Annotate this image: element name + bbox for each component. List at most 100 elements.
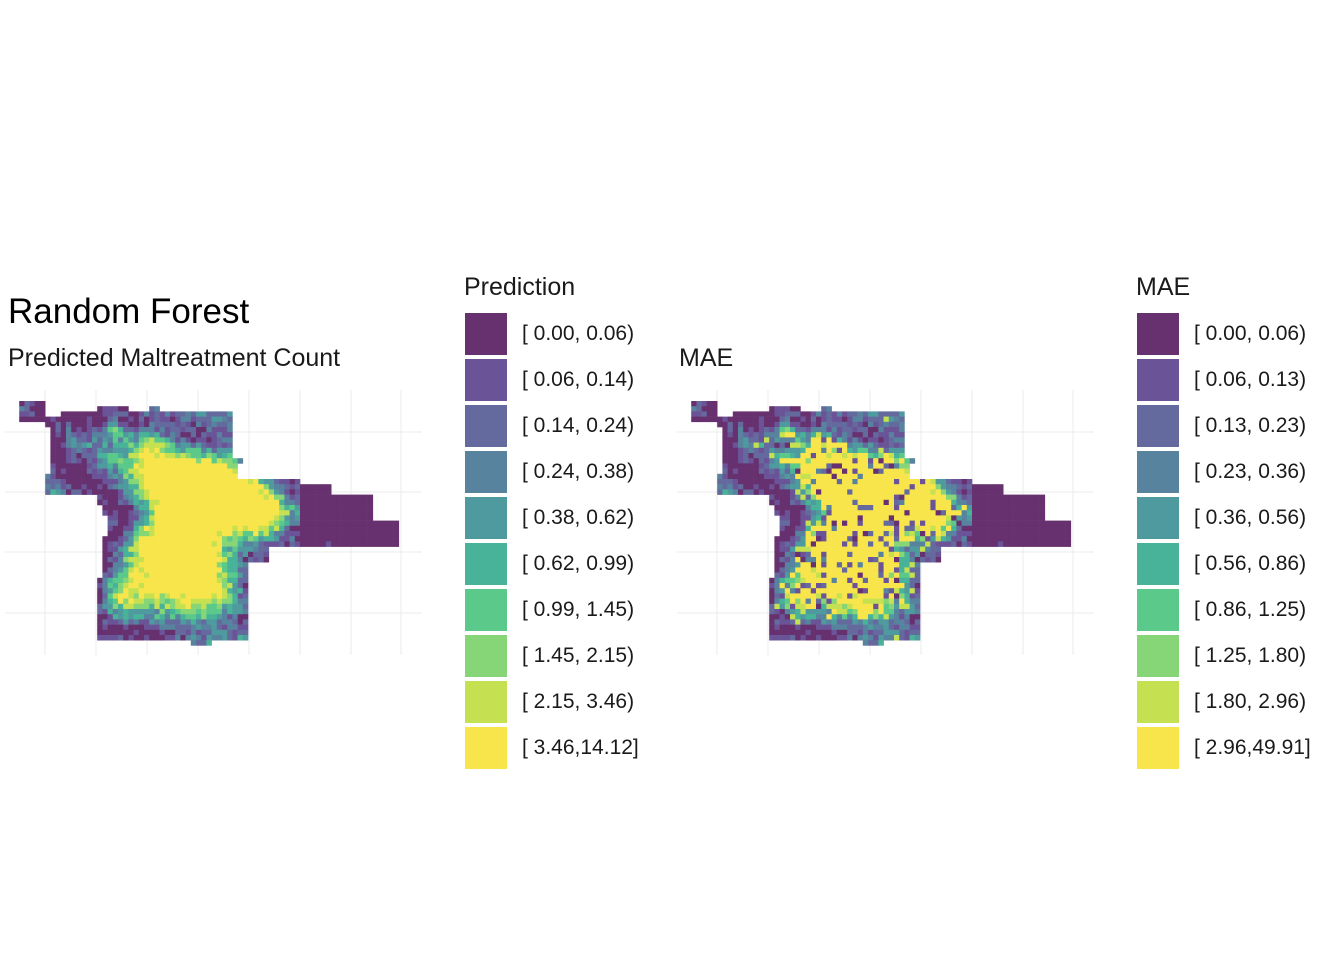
prediction-map-cell <box>123 583 129 589</box>
mae-map-cell <box>831 458 838 464</box>
mae-map-cell <box>779 520 786 527</box>
prediction-map-cell <box>102 416 108 423</box>
prediction-map-cell <box>97 406 103 412</box>
mae-map-cell <box>805 557 812 563</box>
mae-map-cell <box>769 411 775 417</box>
mae-map-cell <box>810 473 817 480</box>
mae-map-cell <box>743 489 749 495</box>
prediction-map-cell <box>81 416 88 423</box>
prediction-map-cell <box>222 536 228 542</box>
mae-map-cell <box>873 557 879 563</box>
mae-map-cell <box>987 499 994 506</box>
mae-map-cell <box>748 473 754 480</box>
mae-map-cell <box>779 629 786 636</box>
prediction-map-cell <box>144 567 150 573</box>
prediction-map-cell <box>201 479 207 485</box>
mae-map-cell <box>899 421 905 428</box>
prediction-map-cell <box>175 619 181 625</box>
prediction-map-cell <box>336 520 342 527</box>
mae-map-cell <box>847 619 853 625</box>
prediction-map-cell <box>97 635 103 641</box>
prediction-map-cell <box>367 510 374 516</box>
mae-map-cell <box>779 458 786 464</box>
mae-map-cell <box>842 458 848 464</box>
mae-map-cell <box>904 609 910 615</box>
mae-map-cell <box>956 494 962 501</box>
mae-map-cell <box>800 593 806 599</box>
prediction-map-cell <box>211 583 218 589</box>
prediction-map-cell <box>92 473 98 480</box>
mae-map-cell <box>852 416 858 423</box>
mae-map-cell <box>816 432 822 438</box>
mae-map-cell <box>914 583 921 589</box>
prediction-map-cell <box>310 531 316 537</box>
mae-map-cell <box>1050 536 1056 542</box>
mae-map-cell <box>873 458 879 464</box>
prediction-map-cell <box>222 577 228 584</box>
prediction-map-cell <box>185 453 192 459</box>
prediction-map-cell <box>149 494 155 501</box>
prediction-map-cell <box>45 416 51 423</box>
mae-map-cell <box>883 593 890 599</box>
mae-map-cell <box>790 505 796 511</box>
mae-map-cell <box>722 432 728 438</box>
prediction-map-cell <box>201 411 207 417</box>
prediction-map-cell <box>258 541 264 547</box>
mae-map-cell <box>800 479 806 485</box>
prediction-map-cell <box>107 515 114 521</box>
prediction-map-cell <box>196 629 202 636</box>
prediction-map-cell <box>268 536 275 542</box>
mae-map-cell <box>764 489 770 495</box>
mae-map-cell <box>1024 536 1030 542</box>
mae-map-cell <box>883 577 890 584</box>
mae-map-cell <box>977 494 983 501</box>
mae-map-cell <box>899 468 905 475</box>
mae-map-cell <box>826 562 832 568</box>
mae-map-cell <box>821 536 827 542</box>
prediction-map-cell <box>159 609 166 615</box>
mae-map-cell <box>769 629 775 636</box>
mae-map-cell <box>774 567 780 573</box>
prediction-map-cell <box>128 468 134 475</box>
mae-map-cell <box>894 567 900 573</box>
prediction-map-cell <box>279 525 285 532</box>
prediction-map-cell <box>201 609 207 615</box>
prediction-map-cell <box>352 505 358 511</box>
mae-map-cell <box>894 505 900 511</box>
mae-map-cell <box>878 603 884 610</box>
prediction-map-cell <box>190 557 197 563</box>
mae-map-cell <box>836 572 843 579</box>
mae-map-cell <box>888 468 895 475</box>
mae-map-cell <box>883 479 890 485</box>
mae-map-cell <box>717 489 723 495</box>
mae-map-cell <box>753 468 760 475</box>
prediction-map-cell <box>300 541 306 547</box>
prediction-map-cell <box>71 489 77 495</box>
prediction-map-cell <box>190 536 197 542</box>
mae-map-cell <box>784 432 791 438</box>
mae-map-cell <box>779 609 786 615</box>
mae-map-cell <box>826 583 832 589</box>
mae-map-cell <box>1060 541 1066 547</box>
prediction-map-cell <box>331 505 337 511</box>
prediction-map-cell <box>242 614 249 620</box>
mae-map-cell <box>868 551 874 558</box>
mae-map-cell <box>914 525 921 532</box>
mae-map-cell <box>1065 531 1072 537</box>
prediction-map-cell <box>232 463 238 469</box>
mae-map-cell <box>816 484 822 490</box>
prediction-legend-label: [ 2.15, 3.46) <box>522 690 635 713</box>
mae-map-cell <box>821 489 827 495</box>
mae-map-cell <box>805 593 812 599</box>
prediction-map-cell <box>216 593 223 599</box>
prediction-map-cell <box>133 546 140 553</box>
prediction-map-cell <box>159 567 166 573</box>
mae-map-cell <box>810 416 817 423</box>
prediction-map-cell <box>128 427 134 433</box>
mae-map-cell <box>748 463 754 469</box>
mae-map-cell <box>836 619 843 625</box>
mae-map-cell <box>909 583 916 589</box>
mae-map-cell <box>831 416 838 423</box>
prediction-map-cell <box>237 484 244 490</box>
prediction-map-cell <box>211 494 218 501</box>
